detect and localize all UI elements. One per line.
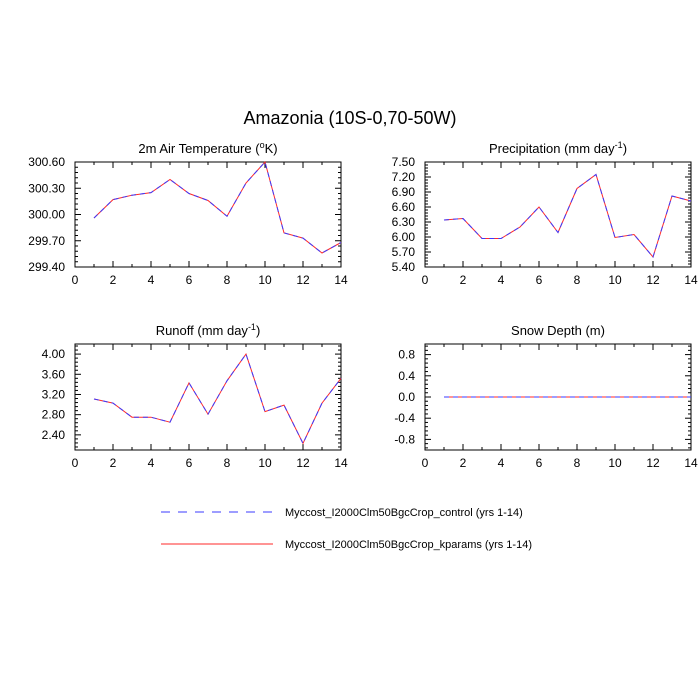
legend: Myccost_I2000Clm50BgcCrop_control (yrs 1…	[161, 507, 532, 551]
panel-snow-depth: Snow Depth (m) 0 2 4 6 8 10 12 14 -0.8 -0.4 0.0 0.4 0…	[394, 323, 698, 470]
legend-label-kparams: Myccost_I2000Clm50BgcCrop_kparams (yrs 1…	[285, 539, 532, 551]
series-line-control	[93, 353, 342, 445]
y-tick-label: -0.8	[394, 432, 415, 446]
series-line-control	[93, 160, 342, 254]
series-line-kparams	[443, 173, 692, 259]
x-tick-label: 2	[110, 456, 117, 470]
y-tick-label: 300.30	[28, 181, 65, 195]
y-tick-label: 7.20	[392, 170, 416, 184]
y-tick-label: 7.50	[392, 155, 416, 169]
y-tick-label: 6.00	[392, 230, 416, 244]
panel-title-text: 2m Air Temperature (	[138, 141, 260, 156]
panel-runoff: Runoff (mm day-1) 0 2 4 6 8 10 12 14 2.40 2.80 3.20…	[42, 322, 348, 470]
y-tick-label: 5.40	[392, 260, 416, 274]
y-tick-label: 4.00	[42, 347, 66, 361]
x-tick-label: 2	[460, 273, 467, 287]
series-line-control	[443, 173, 692, 259]
y-tick-label: 3.60	[42, 367, 66, 381]
panel-title-suffix: K)	[265, 141, 278, 156]
plot-frame	[74, 343, 342, 451]
x-tick-label: 12	[646, 273, 660, 287]
x-tick-label: 8	[224, 456, 231, 470]
panel-title-snow-depth: Snow Depth (m)	[511, 323, 605, 338]
panel-air-temperature: 2m Air Temperature (oK) 0 2 4 6 8 10 12 14 299.40…	[28, 140, 348, 287]
x-tick-label: 6	[536, 273, 543, 287]
plot-frame	[74, 161, 342, 268]
x-tick-label: 14	[334, 273, 348, 287]
y-tick-label: 6.60	[392, 200, 416, 214]
y-tick-label: 2.80	[42, 408, 66, 422]
x-tick-label: 4	[148, 456, 155, 470]
x-tick-label: 10	[258, 273, 272, 287]
x-tick-label: 4	[498, 273, 505, 287]
figure-title: Amazonia (10S-0,70-50W)	[243, 108, 456, 128]
x-tick-label: 10	[608, 273, 622, 287]
panel-title-superscript: -1	[248, 322, 256, 332]
x-tick-label: 8	[574, 456, 581, 470]
x-tick-label: 12	[296, 456, 310, 470]
y-tick-label: 299.70	[28, 234, 65, 248]
x-tick-label: 4	[498, 456, 505, 470]
x-tick-label: 12	[646, 456, 660, 470]
x-tick-label: 6	[536, 456, 543, 470]
x-tick-label: 14	[684, 456, 698, 470]
y-tick-label: 6.30	[392, 215, 416, 229]
x-tick-label: 14	[334, 456, 348, 470]
y-tick-label: 0.4	[398, 369, 415, 383]
panel-title-text: Precipitation (mm day	[489, 141, 615, 156]
y-tick-label: 299.40	[28, 260, 65, 274]
x-tick-label: 8	[224, 273, 231, 287]
y-tick-label: 300.00	[28, 208, 65, 222]
panel-title-air-temperature: 2m Air Temperature (oK)	[138, 140, 277, 156]
panel-title-text: Snow Depth (m)	[511, 323, 605, 338]
panels: 2m Air Temperature (oK) 0 2 4 6 8 10 12 14 299.40…	[28, 140, 698, 470]
legend-label-control: Myccost_I2000Clm50BgcCrop_control (yrs 1…	[285, 507, 523, 519]
y-tick-label: 0.8	[398, 348, 415, 362]
panel-title-superscript: o	[260, 140, 265, 150]
y-tick-label: 6.90	[392, 185, 416, 199]
x-tick-label: 0	[422, 456, 429, 470]
series-line-kparams	[93, 353, 342, 445]
x-tick-label: 8	[574, 273, 581, 287]
y-tick-label: 0.0	[398, 390, 415, 404]
panel-title-suffix: )	[256, 323, 260, 338]
panel-title-superscript: -1	[615, 140, 623, 150]
x-tick-label: 2	[460, 456, 467, 470]
x-tick-label: 4	[148, 273, 155, 287]
panel-title-text: Runoff (mm day	[156, 323, 249, 338]
x-tick-label: 2	[110, 273, 117, 287]
x-tick-label: 0	[422, 273, 429, 287]
panel-title-precipitation: Precipitation (mm day-1)	[489, 140, 627, 156]
y-tick-label: 300.60	[28, 155, 65, 169]
x-tick-label: 6	[186, 273, 193, 287]
x-tick-label: 0	[72, 456, 79, 470]
y-tick-label: -0.4	[394, 411, 415, 425]
x-tick-label: 0	[72, 273, 79, 287]
y-tick-label: 5.70	[392, 245, 416, 259]
x-tick-label: 10	[608, 456, 622, 470]
x-tick-label: 12	[296, 273, 310, 287]
plot-frame	[424, 161, 692, 268]
panel-precipitation: Precipitation (mm day-1) 0 2 4 6 8 10 12 14 5.405…	[392, 140, 698, 287]
y-tick-label: 3.20	[42, 387, 66, 401]
y-tick-label: 2.40	[42, 428, 66, 442]
x-tick-label: 10	[258, 456, 272, 470]
panel-title-suffix: )	[623, 141, 627, 156]
x-tick-label: 6	[186, 456, 193, 470]
panel-title-runoff: Runoff (mm day-1)	[156, 322, 261, 338]
x-tick-label: 14	[684, 273, 698, 287]
